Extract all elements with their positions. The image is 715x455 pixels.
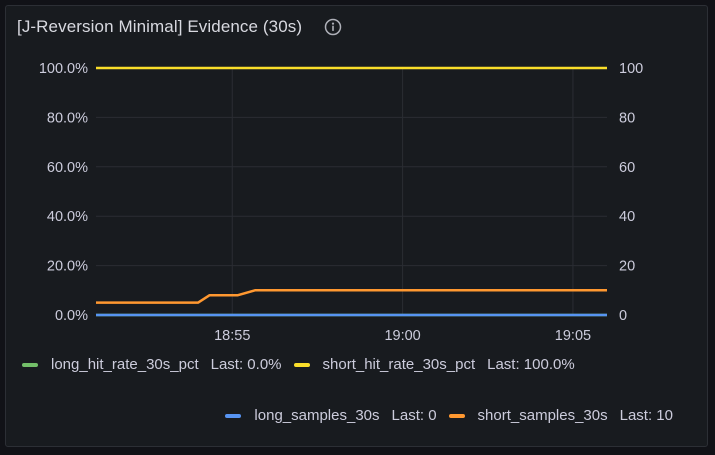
legend-item-short-samples[interactable]: short_samples_30s Last: 10: [448, 407, 673, 424]
legend-row: long_samples_30s Last: 0 short_samples_3…: [0, 407, 715, 424]
series-line-short-samples-30s: [96, 289, 607, 304]
legend-series-name: long_samples_30s: [254, 407, 380, 424]
legend-series-name: long_hit_rate_30s_pct: [51, 356, 199, 373]
series-lines: [96, 66, 607, 317]
x-axis: 18:55 19:00 19:05: [214, 328, 591, 344]
legend-last-value: Last: 0: [391, 407, 437, 424]
legend-last-value: Last: 10: [619, 407, 673, 424]
x-tick-label: 19:00: [384, 328, 420, 344]
legend-series-name: short_samples_30s: [477, 407, 608, 424]
y-left-tick-label: 80.0%: [47, 110, 88, 126]
y-right-tick-label: 100: [619, 61, 643, 77]
y-left-tick-label: 20.0%: [47, 259, 88, 275]
line-chart: 0.0% 20.0% 40.0% 60.0% 80.0% 100.0% 0 20 40 60 80…: [39, 61, 643, 344]
legend-swatch: [448, 413, 465, 418]
legend-item-long-hit-rate[interactable]: long_hit_rate_30s_pct Last: 0.0%: [22, 356, 282, 373]
y-right-tick-label: 40: [619, 209, 635, 225]
y-right-tick-label: 80: [619, 110, 635, 126]
panel-header: [J-Reversion Minimal] Evidence (30s): [17, 15, 342, 39]
y-left-tick-label: 0.0%: [55, 308, 88, 324]
legend-swatch: [22, 362, 38, 367]
left-y-axis: 0.0% 20.0% 40.0% 60.0% 80.0% 100.0%: [39, 61, 88, 324]
legend-series-name: short_hit_rate_30s_pct: [322, 356, 476, 373]
y-right-tick-label: 0: [619, 308, 627, 324]
legend-last-value: Last: 0.0%: [210, 356, 282, 373]
x-tick-label: 19:05: [555, 328, 591, 344]
legend-last-value: Last: 100.0%: [487, 356, 575, 373]
right-y-axis: 0 20 40 60 80 100: [619, 61, 643, 324]
panel-title: [J-Reversion Minimal] Evidence (30s): [17, 17, 303, 36]
legend-row: long_hit_rate_30s_pct Last: 0.0% short_h…: [0, 356, 715, 373]
legend-item-short-hit-rate[interactable]: short_hit_rate_30s_pct Last: 100.0%: [293, 356, 575, 373]
legend-swatch: [293, 362, 310, 367]
y-left-tick-label: 40.0%: [47, 209, 88, 225]
legend-item-long-samples[interactable]: long_samples_30s Last: 0: [225, 407, 437, 424]
x-tick-label: 18:55: [214, 328, 250, 344]
chart-grid: [96, 67, 607, 316]
info-circle-icon[interactable]: [324, 18, 342, 36]
y-right-tick-label: 20: [619, 259, 635, 275]
legend-swatch: [225, 413, 242, 418]
y-left-tick-label: 100.0%: [39, 61, 88, 77]
y-left-tick-label: 60.0%: [47, 160, 88, 176]
chart-panel: [J-Reversion Minimal] Evidence (30s): [5, 5, 708, 447]
y-right-tick-label: 60: [619, 160, 635, 176]
